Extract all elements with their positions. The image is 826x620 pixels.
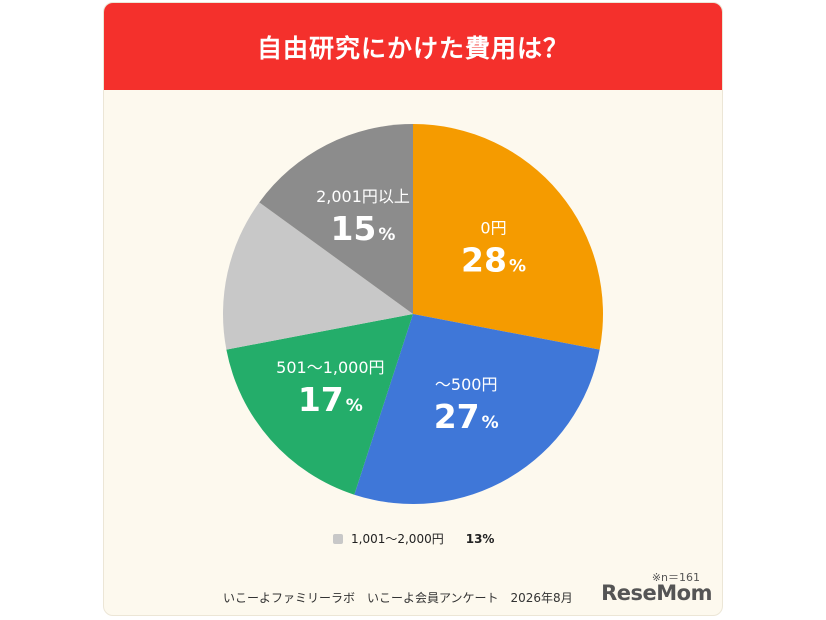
pie-slice: [226, 314, 413, 495]
pie-slice: [413, 124, 603, 350]
title-banner: 自由研究にかけた費用は？: [104, 3, 722, 90]
legend-value: 13%: [465, 531, 495, 546]
pie-slice: [223, 202, 413, 350]
slice-label: 2,001円以上: [316, 187, 410, 206]
legend-label: 1,001〜2,000円: [351, 532, 444, 546]
slice-label: 501〜1,000円: [276, 358, 384, 377]
pie-slice: [354, 314, 600, 504]
sample-size-note: ※n＝161: [651, 571, 700, 584]
chart-title: 自由研究にかけた費用は？: [256, 33, 569, 63]
slice-label: 0円: [480, 218, 506, 237]
slice-value: 15%: [330, 209, 395, 248]
legend: 1,001〜2,000円 13%: [333, 530, 494, 547]
resemom-logo: ReseMom: [601, 581, 712, 605]
legend-swatch: [333, 533, 343, 544]
pie-slice: [259, 124, 413, 314]
chart-card: 自由研究にかけた費用は？ 0円 28% 〜500円 27% 501〜1,000円 17% 2…: [103, 2, 723, 616]
source-text: いこーよファミリーラボ いこーよ会員アンケート 2026年8月: [223, 591, 573, 605]
slice-label: 〜500円: [435, 375, 498, 394]
